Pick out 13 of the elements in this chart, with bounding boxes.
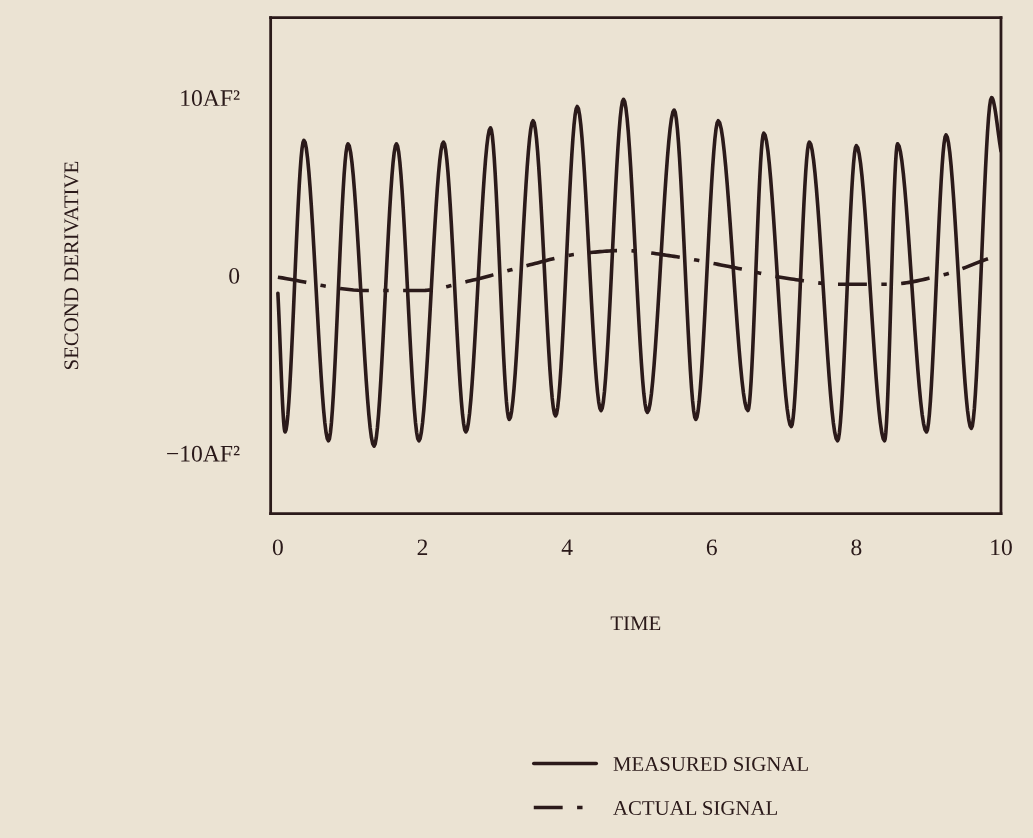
legend-label: ACTUAL SIGNAL <box>613 801 777 816</box>
legend-label: MEASURED SIGNAL <box>613 757 808 771</box>
y-tick-label: 0 <box>229 267 240 284</box>
x-tick-label: 6 <box>706 539 717 556</box>
x-tick-label: 4 <box>561 539 573 556</box>
x-tick-label: 8 <box>851 539 862 556</box>
y-axis-title: SECOND DERIVATIVE <box>64 161 79 370</box>
x-axis-title: TIME <box>610 616 661 631</box>
y-tick-label: −10AF² <box>167 445 240 462</box>
y-tick-label: 10AF² <box>181 90 240 107</box>
x-tick-label: 0 <box>272 539 283 556</box>
x-tick-label: 10 <box>991 539 1012 556</box>
x-tick-label: 2 <box>417 539 428 556</box>
